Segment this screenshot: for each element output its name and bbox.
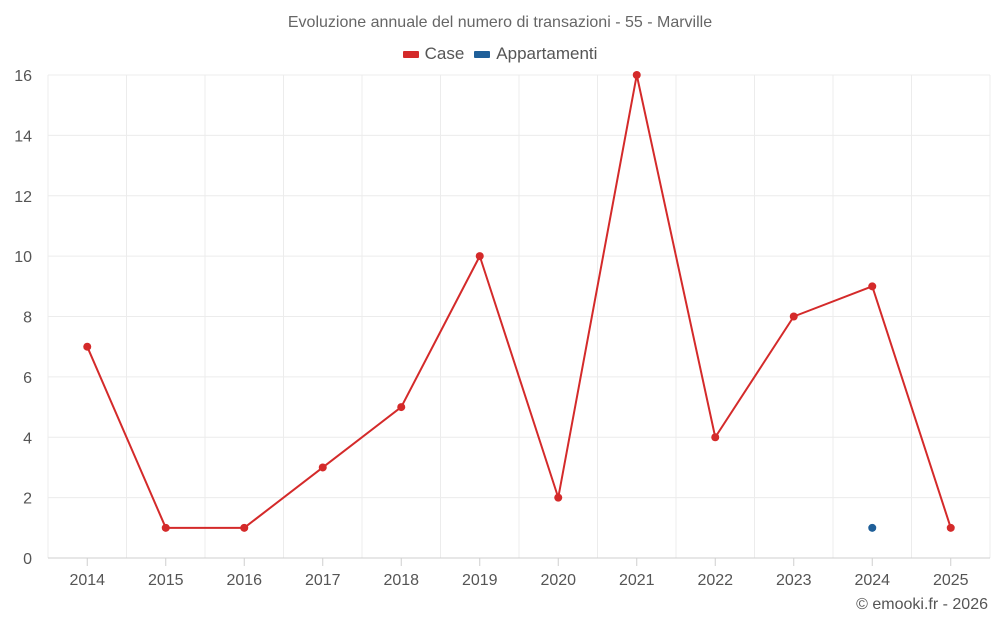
data-point-case	[554, 493, 563, 502]
x-tick-label: 2024	[854, 572, 890, 589]
data-point-case	[946, 523, 955, 532]
x-tick-label: 2016	[226, 572, 262, 589]
y-tick-label: 14	[14, 128, 32, 145]
y-tick-label: 6	[23, 370, 32, 387]
x-tick-label: 2021	[619, 572, 655, 589]
y-tick-label: 8	[23, 310, 32, 327]
copyright-text: © emooki.fr - 2026	[856, 596, 988, 613]
legend-swatch-appartamenti	[474, 50, 491, 58]
data-point-case	[397, 403, 406, 412]
x-tick-label: 2023	[776, 572, 812, 589]
data-point-case	[318, 463, 327, 472]
y-tick-label: 2	[23, 491, 32, 508]
data-point-case	[83, 342, 92, 351]
y-tick-label: 12	[14, 189, 32, 206]
series-line-case	[86, 74, 952, 529]
data-point-case	[789, 312, 798, 321]
legend-swatch-case	[402, 50, 419, 58]
data-point-case	[161, 523, 170, 532]
legend-item-case[interactable]: Case	[402, 44, 465, 64]
x-tick-label: 2015	[148, 572, 184, 589]
legend-label-case: Case	[424, 44, 465, 63]
y-tick-label: 0	[23, 551, 32, 568]
data-point-case	[868, 282, 877, 291]
x-tick-label: 2017	[305, 572, 341, 589]
chart-legend: Case Appartamenti	[0, 44, 1000, 64]
data-point-appartamenti	[868, 523, 877, 532]
x-tick-label: 2019	[462, 572, 498, 589]
data-point-case	[240, 523, 249, 532]
y-tick-label: 10	[14, 249, 32, 266]
chart-title: Evoluzione annuale del numero di transaz…	[287, 14, 713, 31]
x-tick-label: 2022	[697, 572, 733, 589]
x-tick-label: 2018	[383, 572, 419, 589]
x-tick-label: 2020	[540, 572, 576, 589]
data-point-case	[632, 71, 641, 79]
y-tick-label: 16	[14, 68, 32, 85]
legend-item-appartamenti[interactable]: Appartamenti	[474, 44, 597, 64]
data-point-case	[711, 433, 720, 442]
x-tick-label: 2025	[933, 572, 969, 589]
data-point-case	[475, 252, 484, 261]
x-tick-label: 2014	[69, 572, 105, 589]
y-tick-label: 4	[23, 430, 32, 447]
legend-label-appartamenti: Appartamenti	[496, 44, 598, 63]
